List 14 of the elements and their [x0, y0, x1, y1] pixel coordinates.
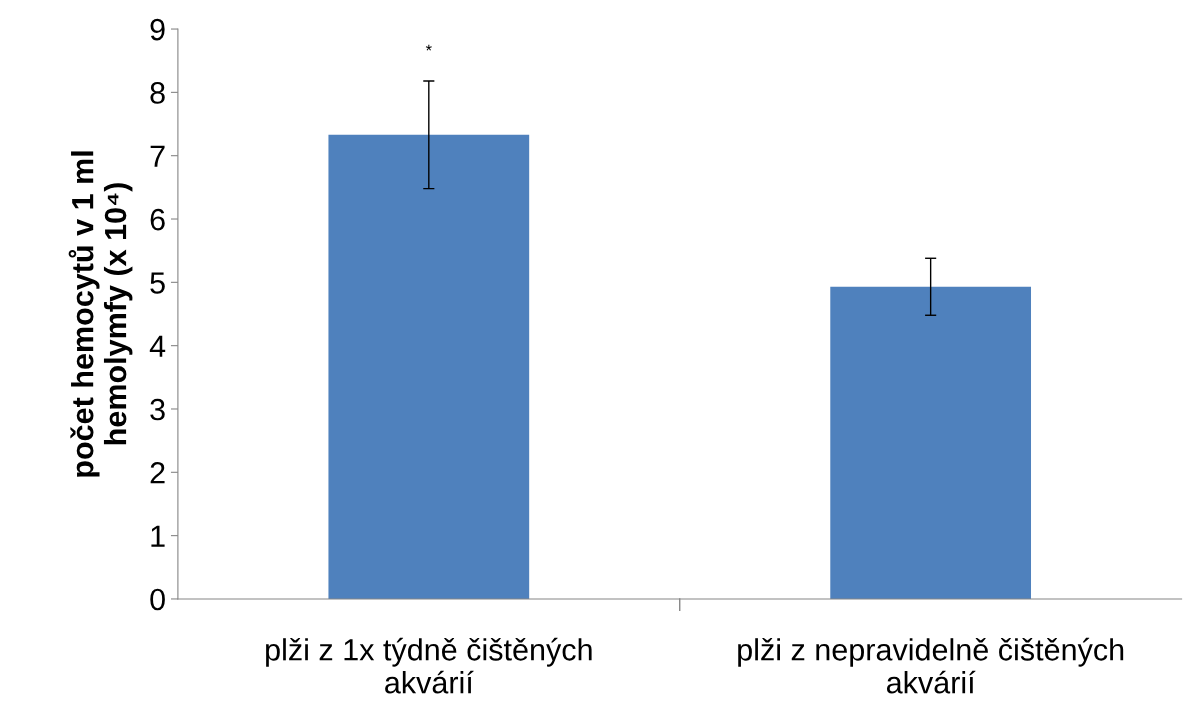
y-tick-label: 9: [150, 18, 165, 41]
y-tick-label: 7: [150, 145, 165, 167]
x-tick-label: plži z nepravidelně čištěných akvárií: [738, 637, 1124, 694]
y-tick-label: 2: [150, 462, 165, 484]
y-tick-label: 1: [151, 525, 165, 547]
y-tick-label: 5: [150, 272, 165, 294]
y-tick-label: 3: [150, 398, 165, 421]
annotation: *: [425, 44, 432, 51]
y-tick-label: 4: [149, 335, 166, 357]
y-axis-title: počet hemocytů v 1 ml hemolymfy (x 10⁴): [68, 151, 133, 477]
y-tick-label: 6: [150, 208, 165, 231]
x-tick-label: plži z 1x týdně čištěných akvárií: [266, 637, 592, 694]
y-tick-label: 8: [150, 82, 165, 104]
y-tick-label: 0: [150, 588, 165, 611]
